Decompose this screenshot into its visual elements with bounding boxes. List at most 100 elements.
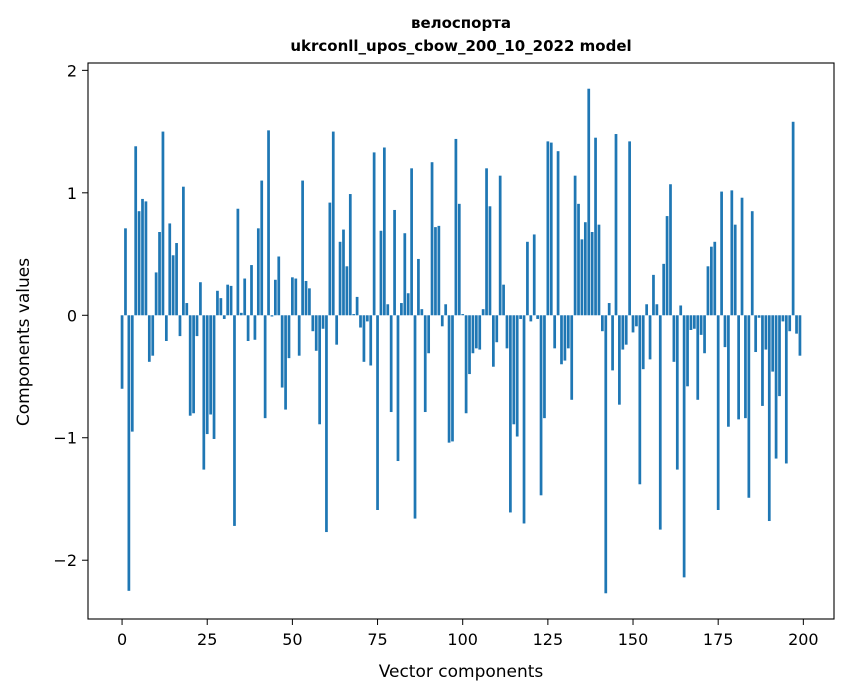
bar: [696, 315, 700, 400]
bar: [594, 137, 597, 316]
bar: [464, 315, 468, 414]
x-tick-label: 175: [703, 630, 734, 649]
bar: [607, 303, 611, 316]
bar: [587, 88, 591, 316]
chart-title: велоспорта: [411, 14, 511, 32]
bar: [417, 258, 420, 316]
bar: [512, 315, 516, 425]
bar: [141, 198, 144, 316]
bar: [233, 315, 236, 526]
bar: [154, 272, 158, 316]
bar: [410, 168, 413, 316]
bar: [519, 315, 522, 319]
bar: [614, 134, 618, 316]
bar: [730, 190, 734, 316]
bar: [727, 315, 730, 427]
bar: [134, 146, 138, 316]
bar: [509, 315, 512, 513]
bar: [284, 315, 287, 410]
bar: [546, 141, 550, 316]
bar: [618, 315, 621, 405]
bar: [447, 315, 451, 443]
bar: [682, 315, 686, 578]
bar: [236, 208, 240, 316]
bar: [263, 315, 267, 419]
bar: [270, 315, 274, 317]
bar: [430, 162, 434, 316]
bar: [502, 284, 505, 316]
bar: [778, 315, 781, 397]
bar: [761, 315, 764, 406]
bar: [744, 315, 747, 419]
bar: [348, 194, 352, 316]
bar: [771, 315, 775, 372]
bar: [669, 184, 672, 316]
bar: [243, 278, 247, 316]
bar: [451, 315, 454, 442]
bar: [175, 243, 178, 316]
bar: [396, 315, 400, 462]
bar: [665, 216, 669, 316]
bar: [403, 233, 407, 316]
bar: [267, 130, 270, 316]
bar: [342, 229, 345, 316]
bar: [246, 315, 250, 341]
bar: [386, 304, 390, 316]
bar: [158, 232, 161, 316]
bar: [631, 315, 635, 333]
bar: [560, 315, 563, 365]
bar: [563, 315, 567, 361]
bar: [774, 315, 778, 459]
bar: [256, 228, 260, 316]
bar: [515, 315, 519, 437]
bar: [239, 312, 243, 316]
bar: [539, 315, 543, 496]
bar: [662, 263, 666, 316]
bar: [413, 315, 417, 519]
bar: [740, 197, 744, 316]
bar: [209, 315, 212, 415]
y-tick-label: 2: [67, 61, 77, 80]
bar: [754, 315, 758, 353]
bar: [229, 285, 233, 316]
bar: [195, 315, 199, 337]
x-tick-label: 25: [197, 630, 217, 649]
x-axis-label: Vector components: [379, 662, 544, 682]
bar: [795, 315, 798, 334]
bar: [733, 224, 737, 316]
bar: [199, 282, 202, 316]
bar: [369, 315, 373, 366]
bar: [124, 228, 127, 316]
bar: [219, 298, 223, 316]
x-axis-ticks: 0 25 50 75 100 125 150 175 200: [117, 619, 819, 649]
x-tick-label: 200: [788, 630, 819, 649]
y-tick-label: 1: [67, 184, 77, 203]
bar: [280, 315, 284, 388]
bar: [532, 234, 536, 316]
bar: [767, 315, 771, 522]
bar: [488, 206, 492, 316]
bar: [362, 315, 366, 362]
bar: [382, 147, 386, 316]
bar: [471, 315, 475, 354]
bar: [137, 211, 141, 316]
bar: [352, 314, 356, 316]
bar: [182, 186, 185, 316]
bar: [437, 225, 441, 316]
bar: [168, 223, 172, 316]
bar: [457, 203, 461, 316]
bar: [331, 131, 335, 316]
bar: [185, 303, 189, 316]
bar: [553, 315, 557, 349]
bar: [720, 191, 723, 316]
bar: [641, 315, 645, 370]
bar: [291, 277, 294, 316]
bar: [120, 315, 124, 389]
bar: [253, 315, 257, 340]
bar: [686, 315, 689, 387]
y-tick-label: −2: [53, 551, 77, 570]
bar: [485, 168, 488, 316]
bar: [638, 315, 642, 485]
bar: [434, 227, 437, 316]
